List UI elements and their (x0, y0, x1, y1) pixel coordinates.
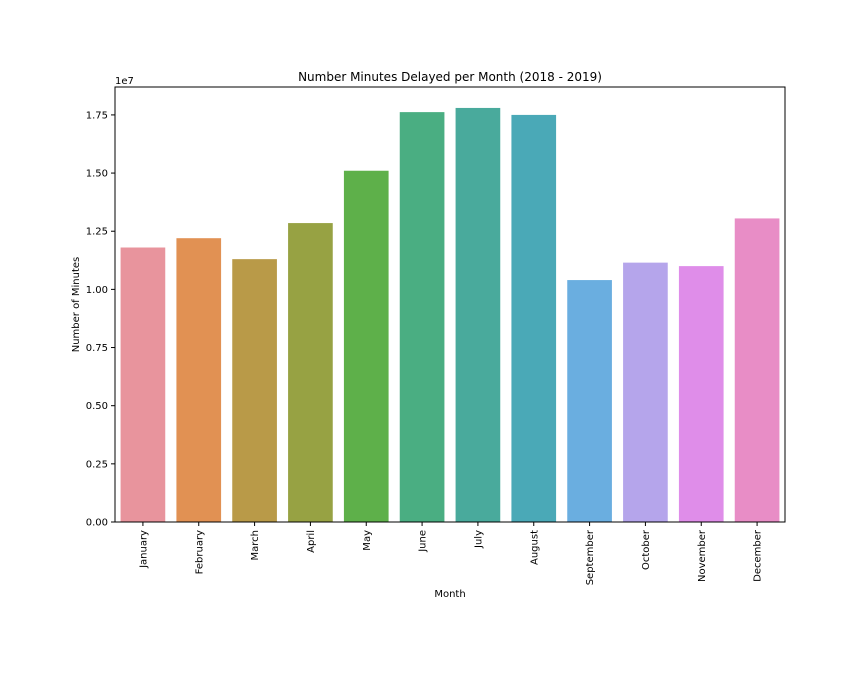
y-tick-label: 1.50 (86, 169, 108, 180)
bar-december (734, 218, 780, 522)
x-tick-label: April (306, 530, 317, 553)
x-tick-label: December (753, 529, 764, 582)
x-tick-label: November (697, 529, 708, 582)
bar-february (176, 238, 222, 522)
x-tick-label: March (250, 530, 261, 560)
y-axis: 0.00 0.25 0.50 0.75 1.00 1.25 1.50 1.75 (86, 110, 115, 529)
y-tick-label: 1.25 (86, 227, 108, 238)
y-axis-offset-label: 1e7 (115, 76, 134, 87)
x-tick-label: August (529, 530, 540, 565)
bar-july (455, 107, 501, 522)
bar-may (343, 170, 389, 523)
bar-september (567, 280, 612, 522)
bar-january (120, 247, 166, 522)
bar-april (288, 223, 333, 522)
y-axis-label: Number of Minutes (71, 257, 82, 353)
x-axis-label: Month (434, 589, 465, 600)
plot-frame (114, 86, 786, 523)
y-tick-label: 0.00 (86, 518, 108, 529)
x-tick-label: September (585, 529, 596, 585)
y-tick-label: 1.75 (86, 110, 108, 121)
x-tick-label: October (641, 529, 652, 570)
x-tick-label: July (473, 530, 484, 549)
chart-title: Number Minutes Delayed per Month (2018 -… (298, 70, 602, 84)
x-tick-label: May (362, 530, 373, 551)
x-tick-label: June (418, 530, 429, 553)
bar-march (232, 259, 277, 522)
y-tick-label: 0.50 (86, 401, 108, 412)
y-tick-label: 0.75 (86, 343, 108, 354)
x-axis: January February March April May June July Augu… (138, 522, 764, 585)
bar-november (678, 266, 724, 522)
bars-group (120, 107, 780, 523)
bar-august (511, 114, 557, 522)
bar-june (399, 112, 445, 523)
y-tick-label: 1.00 (86, 285, 108, 296)
x-tick-label: January (138, 530, 149, 569)
x-tick-label: February (194, 530, 205, 574)
bar-october (623, 262, 668, 522)
y-tick-label: 0.25 (86, 459, 108, 470)
